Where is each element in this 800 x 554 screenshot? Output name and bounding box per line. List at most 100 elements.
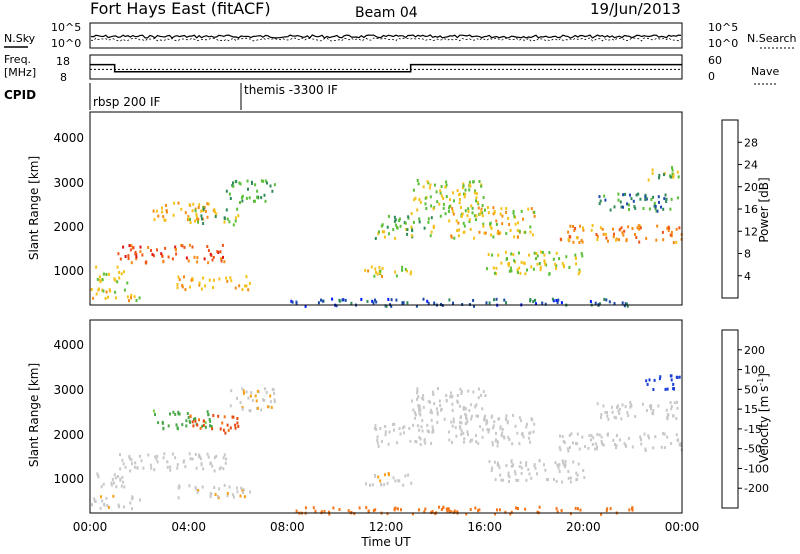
echo-cell (508, 480, 510, 483)
echo-cell (150, 466, 153, 470)
echo-cell (651, 411, 654, 415)
echo-cell (627, 203, 630, 207)
echo-cell (544, 262, 547, 266)
echo-cell (213, 210, 216, 214)
echo-cell (183, 275, 185, 279)
echo-cell (415, 304, 418, 308)
echo-cell (245, 275, 248, 279)
echo-cell (557, 466, 560, 470)
echo-cell (189, 221, 192, 225)
echo-cell (513, 214, 516, 218)
colorbar-tick-label: 100 (744, 364, 765, 377)
echo-cell (204, 284, 206, 288)
echo-cell (576, 442, 579, 446)
echo-cell (468, 183, 471, 187)
freq-label: Freq. (4, 53, 31, 66)
echo-cell (161, 206, 163, 210)
echo-cell (533, 214, 536, 218)
echo-cell (490, 469, 493, 473)
echo-cell (463, 440, 465, 444)
echo-cell (659, 375, 662, 379)
echo-cell (317, 301, 320, 305)
echo-cell (194, 485, 197, 489)
noise-panel: N.Sky 10^5 10^0 10^5 10^0 N.Search (4, 21, 797, 50)
echo-cell (429, 234, 432, 238)
echo-cell (418, 407, 421, 411)
echo-cell (655, 209, 658, 213)
echo-cell (108, 288, 111, 292)
echo-cell (236, 417, 239, 420)
echo-cell (564, 460, 567, 463)
echo-cell (658, 176, 660, 180)
echo-cell (645, 379, 648, 383)
echo-cell (460, 433, 463, 436)
echo-cell (116, 265, 119, 269)
echo-cell (155, 209, 158, 213)
echo-cell (416, 179, 419, 182)
echo-cell (380, 224, 383, 228)
echo-cell (184, 465, 187, 469)
echo-cell (199, 457, 202, 461)
echo-cell (217, 414, 220, 418)
echo-cell (107, 505, 110, 509)
echo-cell (512, 413, 514, 417)
echo-cell (477, 509, 479, 513)
echo-cell (377, 232, 380, 236)
echo-cell (497, 417, 500, 421)
echo-cell (598, 202, 601, 206)
echo-cell (459, 387, 462, 391)
echo-cell (172, 213, 175, 217)
echo-cell (100, 485, 103, 489)
echo-cell (295, 300, 298, 304)
echo-cell (338, 508, 341, 511)
echo-cell (588, 434, 591, 437)
echo-cell (200, 209, 203, 213)
echo-cell (273, 400, 276, 404)
echo-cell (518, 229, 521, 233)
velocity-y-ticks: 1000 2000 3000 4000 (53, 338, 84, 486)
echo-cell (428, 186, 431, 190)
echo-cell (569, 476, 572, 480)
echo-cell (525, 461, 528, 465)
echo-cell (207, 413, 210, 417)
echo-cell (388, 430, 391, 434)
echo-cell (415, 440, 418, 444)
echo-cell (440, 508, 443, 511)
echo-cell (657, 195, 660, 199)
echo-cell (492, 266, 495, 270)
echo-cell (499, 231, 502, 235)
echo-cell (648, 207, 651, 211)
echo-cell (384, 425, 387, 428)
colorbar-tick-label: 8 (744, 248, 751, 261)
echo-cell (627, 414, 630, 418)
echo-cell (147, 453, 150, 457)
echo-cell (156, 454, 159, 458)
echo-cell (557, 463, 560, 467)
echo-cell (445, 195, 448, 199)
echo-cell (670, 230, 673, 234)
echo-cell (212, 414, 215, 417)
echo-cell (418, 428, 421, 432)
echo-cell (656, 209, 659, 213)
echo-cell (167, 424, 170, 428)
echo-cell (380, 440, 383, 443)
echo-cell (130, 244, 133, 248)
echo-cell (388, 232, 390, 236)
echo-cell (491, 466, 494, 470)
echo-cell (373, 426, 376, 430)
echo-cell (454, 426, 457, 430)
echo-cell (92, 296, 95, 300)
echo-cell (465, 512, 468, 516)
echo-cell (481, 204, 484, 207)
echo-cell (264, 179, 267, 183)
echo-cell (202, 467, 205, 471)
echo-cell (505, 210, 508, 214)
echo-cell (666, 435, 669, 439)
echo-cell (427, 217, 430, 221)
echo-cell (567, 238, 570, 242)
echo-cell (128, 455, 131, 459)
echo-cell (409, 439, 412, 443)
echo-cell (567, 476, 570, 480)
echo-cell (384, 430, 387, 434)
echo-cell (120, 272, 123, 276)
